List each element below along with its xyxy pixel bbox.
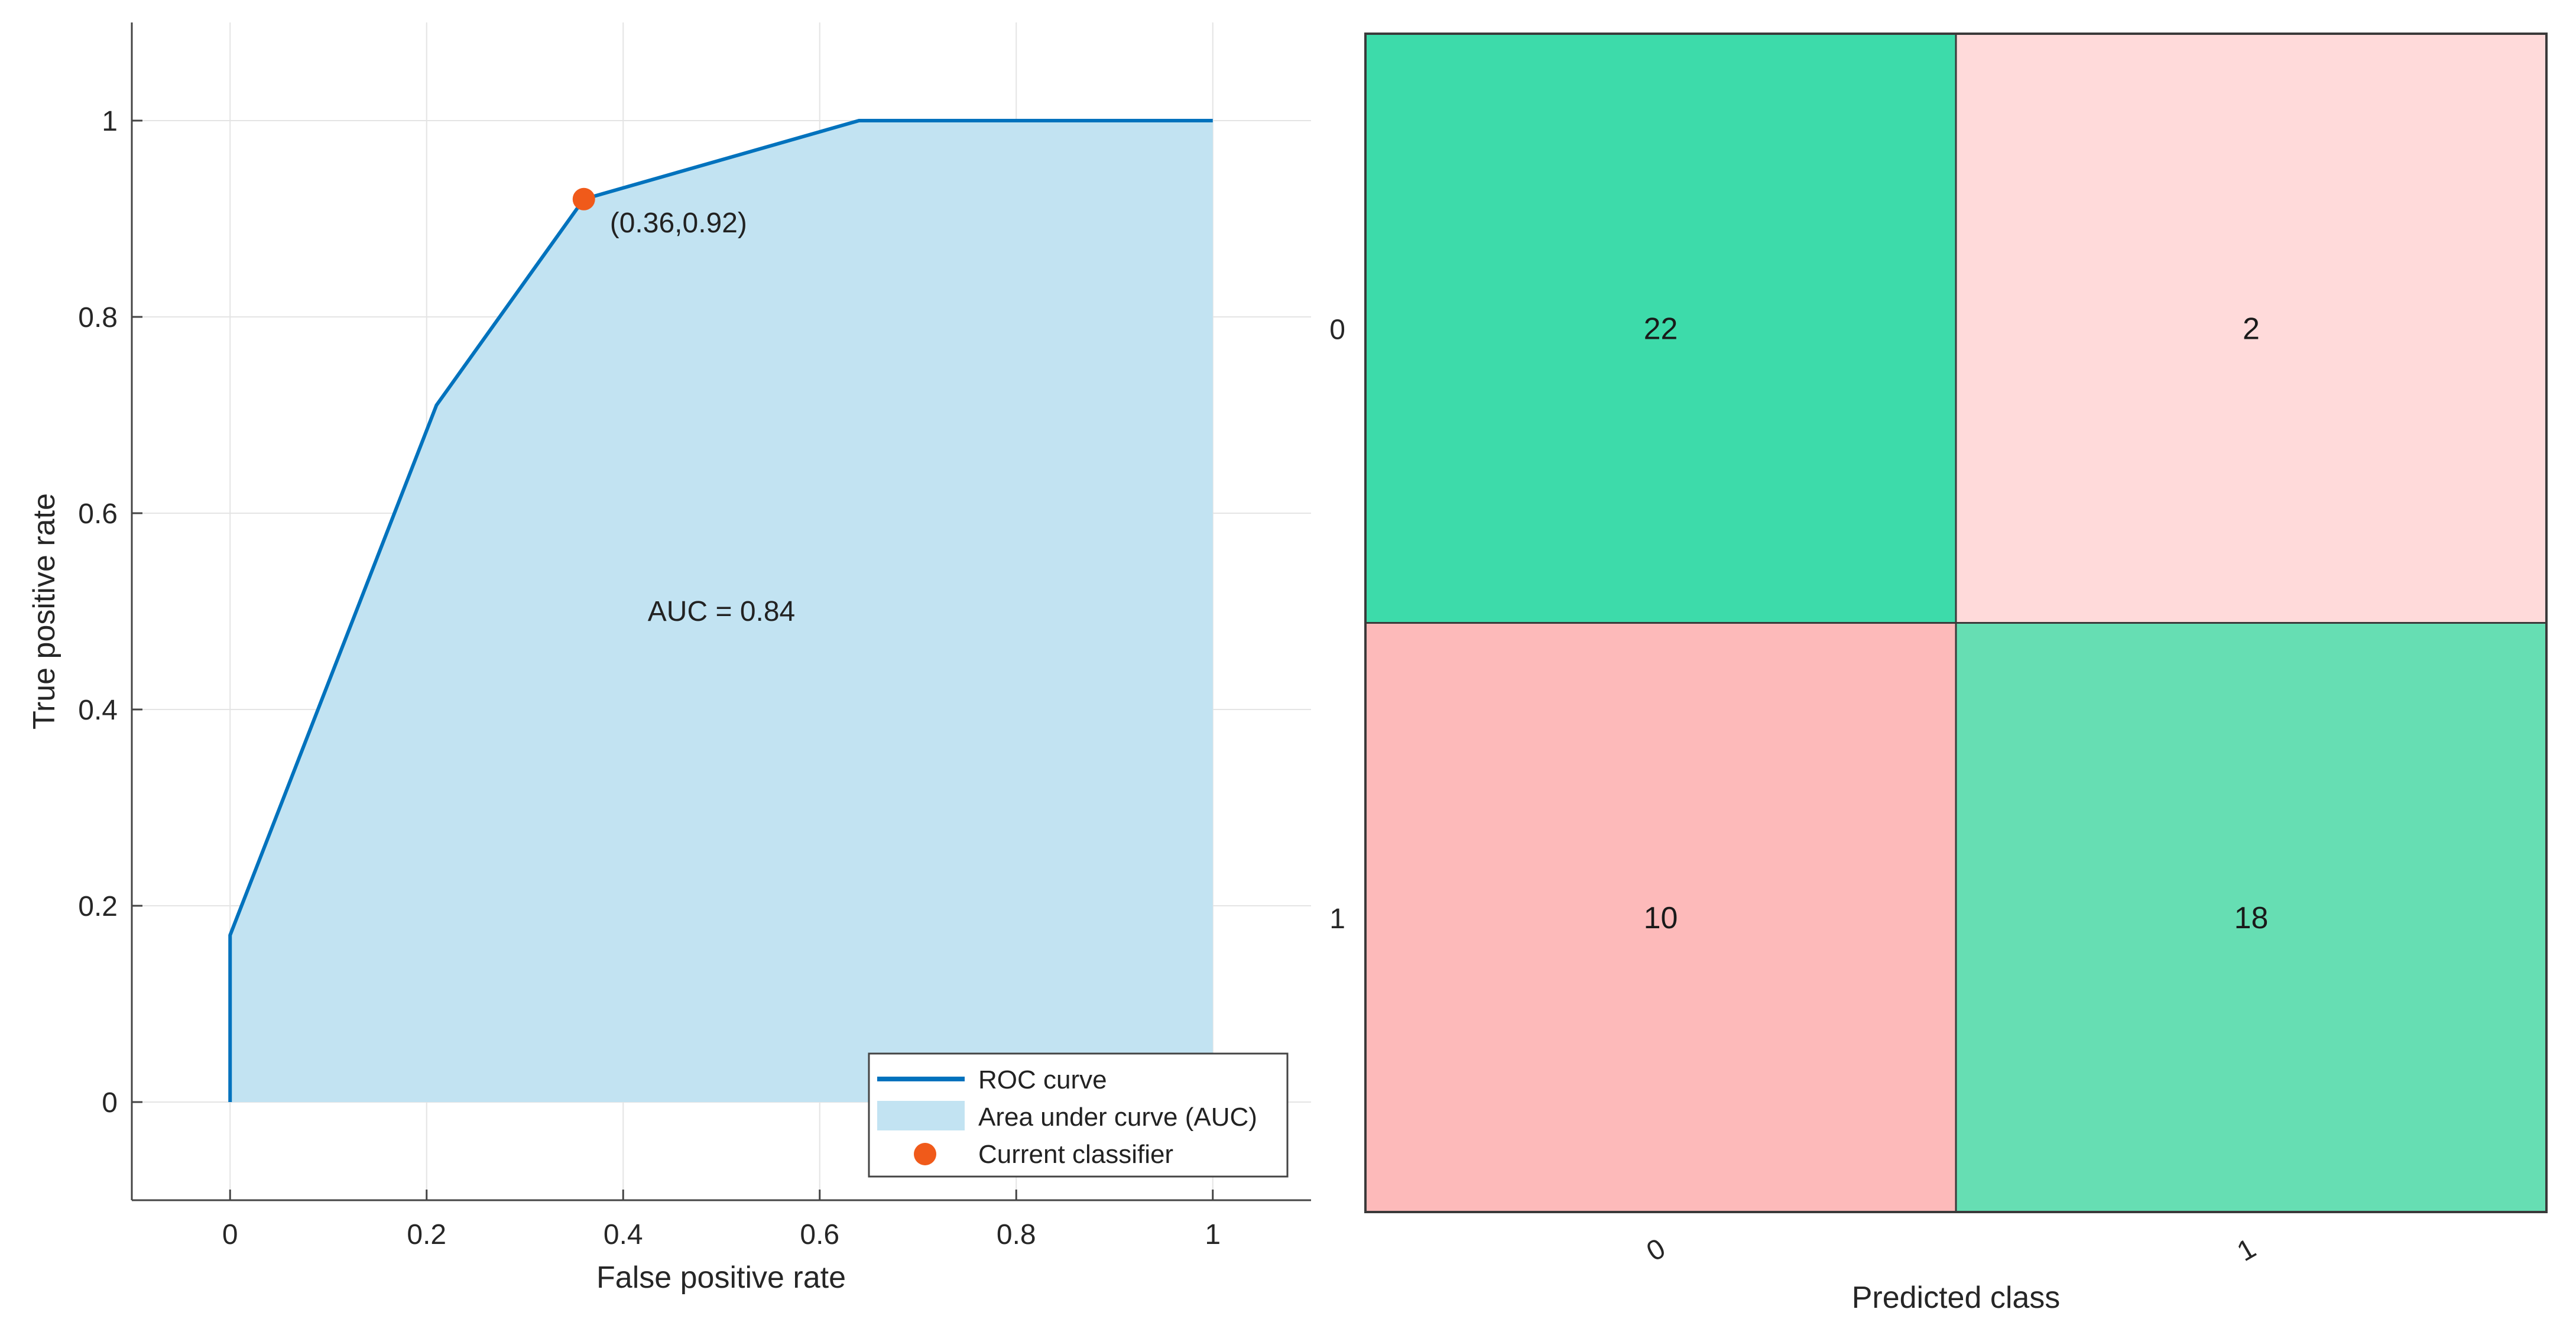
confusion-matrix-chart: 22 210 18 010 1 Predicted class xyxy=(1329,33,2548,1315)
roc-ticks: 0 0.2 0.4 0.6 0.8 1 0 0.2 0.4 0.6 0.8 1 xyxy=(78,106,1221,1250)
roc-y-tick-label: 1 xyxy=(102,106,118,137)
current-classifier-label: (0.36,0.92) xyxy=(610,208,747,239)
cm-border xyxy=(1364,33,2548,1213)
cm-cell-value: 10 xyxy=(1644,901,1678,935)
cm-y-tick-label: 0 xyxy=(1329,314,1345,345)
auc-annotation: AUC = 0.84 xyxy=(648,596,795,627)
roc-x-tick-label: 0.6 xyxy=(800,1219,839,1250)
roc-x-tick-label: 0.2 xyxy=(407,1219,446,1250)
cm-cell xyxy=(1955,622,2548,1213)
cm-cell-value: 18 xyxy=(2234,901,2269,935)
roc-chart: (0.36,0.92) AUC = 0.84 0 0.2 0.4 0.6 0.8 1 0 0.… xyxy=(27,22,1311,1295)
confusion-matrix-cells: 22 210 18 xyxy=(1364,33,2548,1213)
cm-y-tick-label: 1 xyxy=(1329,903,1345,935)
roc-x-tick-label: 0.4 xyxy=(604,1219,643,1250)
legend-roc-label: ROC curve xyxy=(978,1065,1107,1094)
roc-y-tick-label: 0.8 xyxy=(78,302,118,333)
roc-x-tick-label: 1 xyxy=(1205,1219,1221,1250)
legend-classifier-swatch xyxy=(914,1143,936,1165)
roc-x-tick-label: 0 xyxy=(222,1219,238,1250)
roc-auc-area xyxy=(230,121,1213,1102)
roc-y-tick-label: 0 xyxy=(102,1087,118,1119)
legend-auc-label: Area under curve (AUC) xyxy=(978,1103,1257,1132)
roc-curve-line xyxy=(228,119,1213,1102)
cm-cell-value: 22 xyxy=(1644,312,1678,346)
cm-cell-value: 2 xyxy=(2243,312,2260,346)
roc-y-tick-label: 0.6 xyxy=(78,498,118,530)
legend-classifier-label: Current classifier xyxy=(978,1140,1173,1169)
roc-x-tick-label: 0.8 xyxy=(997,1219,1036,1250)
cm-x-axis-label: Predicted class xyxy=(1852,1281,2061,1315)
roc-x-axis-label: False positive rate xyxy=(596,1261,846,1295)
roc-y-tick-label: 0.2 xyxy=(78,891,118,922)
roc-y-tick-label: 0.4 xyxy=(78,695,118,726)
roc-legend: ROC curve Area under curve (AUC) Current… xyxy=(868,1052,1289,1178)
legend-auc-swatch xyxy=(877,1101,965,1130)
cm-cell xyxy=(1955,33,2548,624)
current-classifier-point xyxy=(572,187,595,210)
cm-cell xyxy=(1364,33,1957,624)
confusion-matrix-tick-labels: 0 10 1 xyxy=(1329,314,2261,1268)
roc-axes xyxy=(131,22,1311,1201)
cm-cell xyxy=(1364,622,1957,1213)
roc-y-axis-label: True positive rate xyxy=(27,493,61,730)
